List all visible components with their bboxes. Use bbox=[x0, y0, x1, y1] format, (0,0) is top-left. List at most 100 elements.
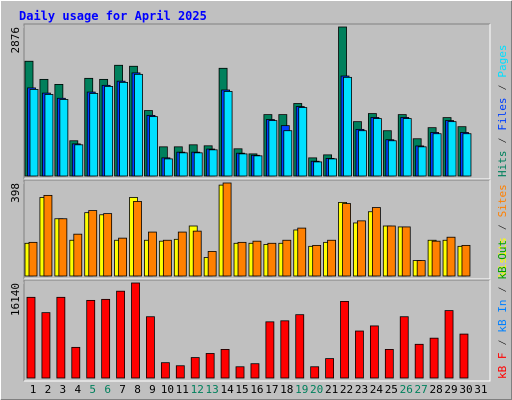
x-tick-label: 23 bbox=[355, 383, 368, 396]
bar bbox=[280, 320, 290, 379]
legend-separator: ⁄ bbox=[496, 280, 509, 300]
legend-text: Hits ⁄ Files ⁄ Pages bbox=[496, 45, 509, 177]
bar bbox=[328, 158, 338, 177]
x-tick-label: 28 bbox=[429, 383, 442, 396]
plot-bevel-dark bbox=[23, 279, 490, 381]
x-tick-label: 14 bbox=[220, 383, 234, 396]
bar bbox=[282, 239, 292, 277]
bar bbox=[235, 366, 245, 379]
bar bbox=[73, 233, 83, 277]
bar bbox=[71, 346, 81, 379]
bar bbox=[268, 120, 278, 177]
bar bbox=[313, 161, 323, 177]
bar bbox=[238, 153, 248, 177]
x-tick-label: 9 bbox=[149, 383, 156, 396]
bar bbox=[208, 149, 218, 177]
bar bbox=[237, 241, 247, 277]
bar bbox=[223, 91, 233, 177]
x-tick-label: 17 bbox=[265, 383, 278, 396]
legend-entry: Visits bbox=[496, 237, 509, 277]
x-tick-label: 13 bbox=[206, 383, 219, 396]
bar bbox=[295, 314, 305, 379]
bar bbox=[146, 316, 155, 379]
bar bbox=[402, 118, 412, 177]
x-tick-label: 30 bbox=[459, 383, 472, 396]
bar bbox=[41, 312, 51, 379]
bar bbox=[222, 182, 232, 277]
bar bbox=[148, 231, 157, 277]
x-tick-label: 7 bbox=[119, 383, 126, 396]
legend-separator: ⁄ bbox=[496, 78, 509, 98]
bar bbox=[177, 231, 187, 277]
y-tick-label: 16140 bbox=[9, 283, 22, 316]
x-tick-label: 26 bbox=[400, 383, 413, 396]
legend: Hits ⁄ Files ⁄ Pages bbox=[496, 45, 509, 177]
bar bbox=[357, 220, 366, 277]
x-tick-label: 11 bbox=[176, 383, 189, 396]
x-tick-label: 6 bbox=[104, 383, 111, 396]
bar bbox=[131, 282, 140, 379]
x-tick-label: 25 bbox=[385, 383, 398, 396]
bar bbox=[358, 130, 367, 177]
legend-separator: ⁄ bbox=[496, 131, 509, 151]
plot-bevel-light bbox=[24, 280, 491, 382]
bar bbox=[220, 349, 230, 379]
plot-bevel-light bbox=[24, 24, 491, 180]
bar bbox=[429, 337, 439, 379]
bar bbox=[384, 349, 394, 379]
bar bbox=[116, 290, 125, 379]
bar bbox=[88, 210, 98, 277]
x-tick-label: 31 bbox=[474, 383, 487, 396]
bar bbox=[207, 251, 217, 277]
bar bbox=[192, 230, 202, 277]
bar bbox=[134, 73, 143, 177]
bar bbox=[283, 130, 293, 177]
bar bbox=[28, 241, 38, 277]
bar bbox=[29, 89, 39, 177]
x-tick-label: 29 bbox=[444, 383, 457, 396]
y-tick-label: 398 bbox=[9, 183, 22, 203]
bar bbox=[399, 316, 409, 379]
bar bbox=[401, 226, 411, 277]
bar bbox=[175, 365, 185, 379]
plot-bevel-dark bbox=[23, 23, 490, 179]
bar bbox=[190, 357, 200, 379]
bar bbox=[178, 152, 188, 177]
bar bbox=[101, 298, 111, 379]
x-tick-label: 12 bbox=[191, 383, 204, 396]
legend-entry: Sites bbox=[496, 184, 509, 217]
legend-entry: Files bbox=[496, 98, 509, 131]
bar bbox=[103, 213, 113, 277]
bar bbox=[74, 144, 84, 177]
bar bbox=[163, 158, 173, 177]
bar bbox=[446, 236, 456, 277]
bar bbox=[118, 237, 127, 277]
bar bbox=[459, 333, 469, 379]
bar bbox=[298, 107, 308, 177]
bar bbox=[252, 240, 262, 277]
x-tick-label: 5 bbox=[89, 383, 96, 396]
bar bbox=[89, 93, 99, 177]
bar bbox=[58, 218, 68, 277]
bar bbox=[297, 227, 307, 277]
x-tick-label: 4 bbox=[74, 383, 81, 396]
bar bbox=[119, 81, 128, 177]
legend-entry: kB F bbox=[496, 353, 509, 380]
legend-entry: Hits bbox=[496, 151, 509, 178]
bar bbox=[431, 240, 441, 277]
bar bbox=[310, 366, 320, 379]
x-tick-label: 2 bbox=[45, 383, 52, 396]
x-tick-label: 24 bbox=[370, 383, 384, 396]
legend-separator: ⁄ bbox=[496, 333, 509, 353]
bar bbox=[104, 86, 114, 177]
legend-separator: ⁄ bbox=[496, 217, 509, 237]
bar bbox=[250, 363, 260, 379]
bar bbox=[462, 133, 472, 177]
x-tick-label: 16 bbox=[250, 383, 263, 396]
bar bbox=[327, 239, 337, 277]
bar bbox=[26, 296, 36, 379]
legend-entry: kB In bbox=[496, 300, 509, 333]
